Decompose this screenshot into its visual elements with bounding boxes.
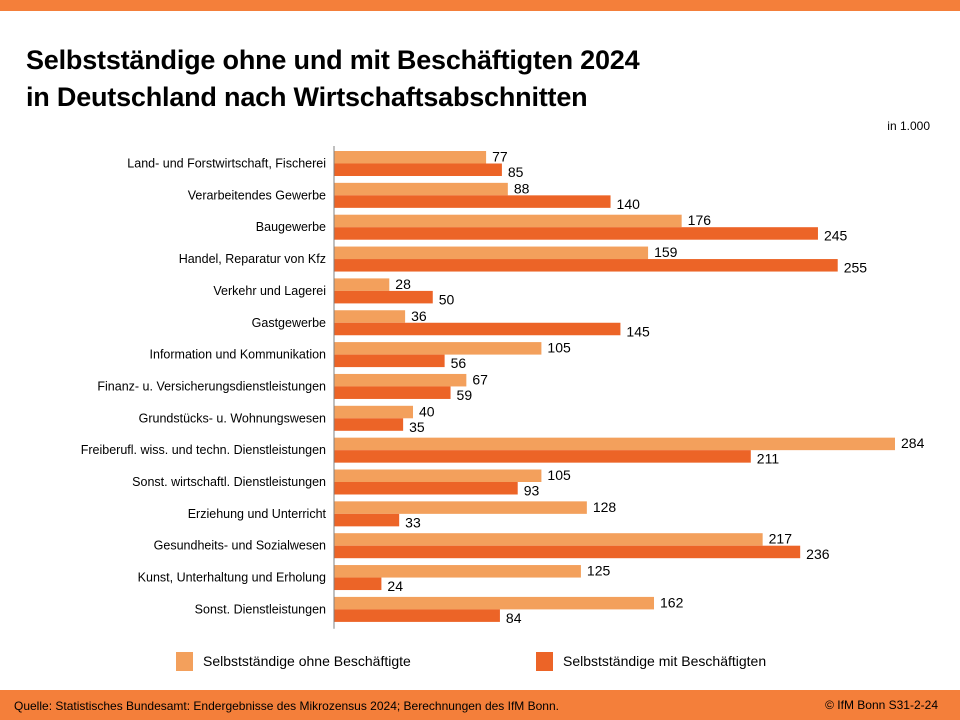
bar-mit <box>334 482 518 495</box>
bar-ohne <box>334 469 542 482</box>
bar-ohne <box>334 246 649 260</box>
data-label-ohne: 105 <box>547 340 571 356</box>
data-label-ohne: 40 <box>419 403 435 419</box>
bar-mit <box>334 609 500 622</box>
data-label-ohne: 36 <box>411 308 427 324</box>
bar-mit <box>334 163 502 176</box>
category-label: Gesundheits- und Sozialwesen <box>154 539 326 553</box>
bar-ohne <box>334 596 655 610</box>
data-label-ohne: 67 <box>472 371 488 387</box>
bar-ohne <box>334 310 406 323</box>
data-label-ohne: 159 <box>654 244 678 260</box>
bar-mit <box>334 450 751 463</box>
bar-ohne <box>334 278 390 291</box>
bar-chart: Land- und Forstwirtschaft, Fischerei 7785… <box>81 146 925 629</box>
category-label: Sonst. wirtschaftl. Dienstleistungen <box>132 475 326 489</box>
data-label-ohne: 128 <box>593 499 617 515</box>
category-label: Erziehung und Unterricht <box>188 507 327 521</box>
category-label: Kunst, Unterhaltung und Erholung <box>138 571 326 585</box>
data-label-ohne: 105 <box>547 467 571 483</box>
data-label-mit: 255 <box>844 260 868 276</box>
legend-label-mit: Selbstständige mit Beschäftigten <box>563 653 767 669</box>
data-label-mit: 84 <box>506 610 522 626</box>
category-label: Handel, Reparatur von Kfz <box>179 252 326 266</box>
category-label: Freiberufl. wiss. und techn. Dienstleist… <box>81 443 326 457</box>
category-label: Information und Kommunikation <box>150 348 327 362</box>
data-label-mit: 56 <box>451 355 467 371</box>
bar-mit <box>334 290 433 304</box>
data-label-ohne: 28 <box>395 276 411 292</box>
data-label-mit: 35 <box>409 419 425 435</box>
bar-mit <box>334 259 838 272</box>
unit-note: in 1.000 <box>887 119 930 133</box>
data-label-mit: 245 <box>824 228 848 244</box>
bar-mit <box>334 322 621 336</box>
category-label: Finanz- u. Versicherungsdienstleistungen <box>97 379 326 393</box>
data-label-mit: 50 <box>439 291 455 307</box>
copyright-note: © IfM Bonn S31-2-24 <box>825 698 938 712</box>
data-label-ohne: 162 <box>660 594 684 610</box>
bar-ohne <box>334 151 487 164</box>
category-label: Baugewerbe <box>256 220 326 234</box>
legend-swatch-ohne <box>176 651 193 671</box>
bar-ohne <box>334 533 763 546</box>
category-label: Sonst. Dienstleistungen <box>195 602 326 616</box>
title-line-1: Selbstständige ohne und mit Beschäftigte… <box>26 45 640 75</box>
bar-ohne <box>334 501 587 514</box>
data-label-mit: 33 <box>405 514 421 530</box>
category-label: Verarbeitendes Gewerbe <box>188 188 326 202</box>
data-label-mit: 145 <box>626 323 650 339</box>
bar-ohne <box>334 214 682 228</box>
bar-mit <box>334 354 445 368</box>
bar-ohne <box>334 342 542 355</box>
category-label: Gastgewerbe <box>252 316 326 330</box>
data-label-ohne: 125 <box>587 563 611 579</box>
data-label-mit: 59 <box>457 387 473 403</box>
bar-ohne <box>334 565 581 578</box>
legend-item-mit: Selbstständige mit Beschäftigten <box>536 650 766 672</box>
source-note: Quelle: Statistisches Bundesamt: Enderge… <box>14 699 559 713</box>
data-label-ohne: 217 <box>769 531 793 547</box>
data-label-ohne: 176 <box>688 212 712 228</box>
title-line-2: in Deutschland nach Wirtschaftsabschnitt… <box>26 82 588 112</box>
category-label: Grundstücks- u. Wohnungswesen <box>139 411 326 425</box>
data-label-mit: 211 <box>757 451 780 467</box>
data-label-ohne: 88 <box>514 180 530 196</box>
data-label-mit: 140 <box>617 196 641 212</box>
data-label-mit: 93 <box>524 483 540 499</box>
bar-mit <box>334 227 818 240</box>
category-label: Verkehr und Lagerei <box>213 284 326 298</box>
category-label: Land- und Forstwirtschaft, Fischerei <box>127 157 326 171</box>
data-label-ohne: 77 <box>492 149 508 165</box>
data-label-mit: 24 <box>387 578 403 594</box>
bar-mit <box>334 195 611 208</box>
data-label-mit: 236 <box>806 546 830 562</box>
top-accent-bar <box>0 0 960 11</box>
bar-ohne <box>334 437 895 451</box>
legend-swatch-mit <box>536 651 553 671</box>
legend-item-ohne: Selbstständige ohne Beschäftigte <box>176 650 411 672</box>
bar-ohne <box>334 405 414 419</box>
bar-mit <box>334 545 801 559</box>
bar-mit <box>334 513 400 527</box>
bar-mit <box>334 386 451 399</box>
bar-ohne <box>334 182 508 196</box>
bar-mit <box>334 418 404 431</box>
data-label-ohne: 284 <box>901 435 925 451</box>
legend-label-ohne: Selbstständige ohne Beschäftigte <box>203 653 411 669</box>
chart-title: Selbstständige ohne und mit Beschäftigte… <box>26 42 640 116</box>
bar-ohne <box>334 373 467 387</box>
footer-bar: Quelle: Statistisches Bundesamt: Enderge… <box>0 690 960 720</box>
data-label-mit: 85 <box>508 164 524 180</box>
bar-mit <box>334 577 382 591</box>
